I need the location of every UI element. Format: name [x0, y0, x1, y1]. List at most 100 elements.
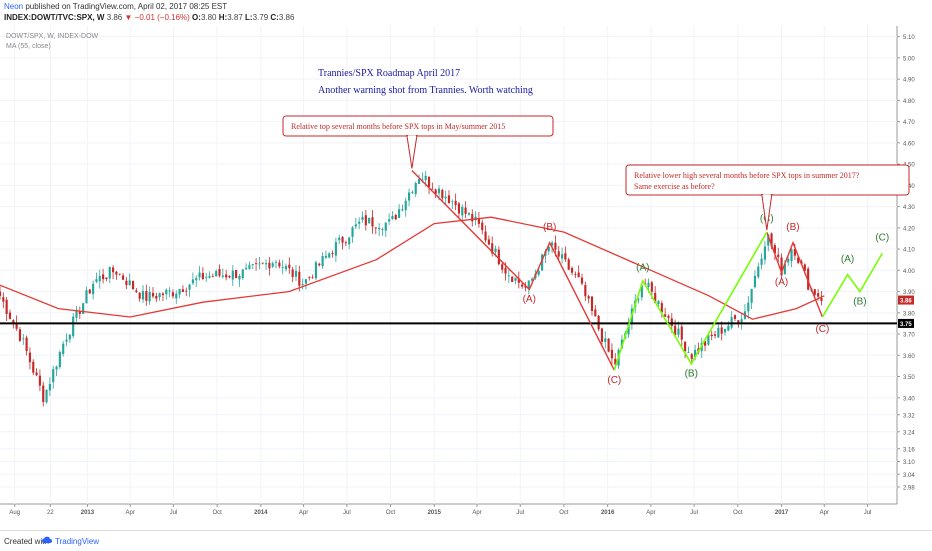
- candle-body: [521, 284, 524, 287]
- candle-body: [138, 292, 141, 299]
- x-tick-label: 2013: [81, 510, 95, 516]
- y-tick-label: 4.00: [903, 269, 915, 275]
- x-tick-label: Oct: [733, 510, 743, 516]
- candle-body: [391, 215, 394, 220]
- price-change: −0.01 (−0.16%): [134, 13, 190, 22]
- candle-body: [341, 237, 344, 243]
- candle-body: [381, 229, 384, 230]
- candle-body: [803, 264, 806, 271]
- candle-body: [364, 215, 367, 226]
- candle-body: [524, 286, 527, 288]
- close-label: C:: [270, 13, 279, 22]
- candle-body: [38, 375, 41, 386]
- candle-body: [730, 317, 733, 328]
- candle-body: [411, 192, 414, 194]
- y-tick-label: 4.30: [903, 205, 915, 211]
- candle-body: [627, 324, 630, 335]
- wave-label: (B): [543, 222, 556, 233]
- candle-body: [2, 297, 5, 302]
- candle-body: [175, 293, 178, 299]
- candle-body: [607, 338, 610, 352]
- footer: Created with TradingView: [0, 530, 932, 551]
- tradingview-brand[interactable]: TradingView: [55, 537, 100, 546]
- candle-body: [464, 207, 467, 214]
- candle-body: [787, 258, 790, 263]
- candle-body: [231, 270, 234, 280]
- candle-body: [590, 296, 594, 311]
- candle-body: [298, 271, 301, 286]
- candle-body: [45, 389, 48, 403]
- chart-area[interactable]: 5.105.004.904.804.704.604.504.404.304.20…: [0, 26, 932, 530]
- candle-body: [584, 285, 587, 297]
- candle-body: [351, 227, 354, 237]
- legend-ma: MA (55, close): [6, 43, 51, 50]
- candle-body: [434, 189, 437, 194]
- callout-text: Relative top several months before SPX t…: [291, 122, 505, 131]
- candle-body: [600, 328, 604, 342]
- candle-body: [258, 263, 261, 265]
- x-tick-label: Aug: [9, 510, 20, 516]
- x-tick-label: Apr: [820, 510, 829, 516]
- x-tick-label: Jul: [690, 510, 698, 516]
- candle-body: [235, 269, 238, 279]
- candle-body: [141, 291, 145, 300]
- x-tick-label: 2016: [601, 510, 615, 516]
- candle-body: [517, 278, 520, 283]
- candle-body: [278, 262, 281, 267]
- candle-body: [318, 263, 321, 266]
- x-tick-label: Oct: [559, 510, 569, 516]
- x-tick-label: Apr: [472, 510, 481, 516]
- candle-body: [813, 289, 816, 295]
- y-tick-label: 4.90: [903, 78, 915, 84]
- open-value: 3.80: [200, 13, 217, 22]
- candle-body: [414, 182, 417, 194]
- x-tick-label: Apr: [126, 510, 135, 516]
- candle-body: [201, 273, 204, 279]
- candle-body: [195, 278, 198, 281]
- low-label: L:: [245, 13, 253, 22]
- candle-body: [178, 289, 181, 295]
- candle-body: [690, 354, 693, 359]
- author-link[interactable]: Neon: [4, 2, 24, 11]
- candle-body: [647, 282, 650, 287]
- candle-body: [8, 312, 12, 319]
- candle-body: [191, 279, 194, 284]
- candle-body: [780, 257, 783, 276]
- candle-body: [491, 243, 494, 254]
- wave-label: (C): [815, 324, 829, 335]
- callout-box: [282, 115, 554, 137]
- y-tick-label: 3.80: [903, 311, 915, 317]
- candle-body: [361, 216, 364, 220]
- candle-body: [817, 293, 820, 297]
- candle-body: [328, 253, 331, 258]
- y-tick-label: 5.10: [903, 35, 915, 41]
- candle-body: [547, 246, 550, 252]
- candle-body: [727, 325, 730, 331]
- candle-body: [255, 263, 258, 265]
- candle-body: [461, 206, 464, 216]
- y-tick-label: 3.40: [903, 396, 915, 402]
- candle-body: [793, 249, 796, 256]
- candle-body: [654, 292, 657, 303]
- candle-body: [504, 267, 507, 274]
- wave-label: (C): [607, 375, 621, 386]
- publish-info: Neon published on TradingView.com, April…: [4, 2, 227, 12]
- candle-body: [394, 215, 397, 220]
- x-tick-label: Oct: [212, 510, 222, 516]
- candle-body: [261, 262, 264, 264]
- low-value: 3.79: [252, 13, 269, 22]
- candle-body: [427, 177, 431, 187]
- x-tick-label: 2015: [428, 510, 442, 516]
- candle-body: [188, 284, 191, 290]
- ma-line: [0, 216, 825, 320]
- candle-body: [284, 266, 288, 270]
- candle-body: [225, 274, 228, 278]
- candle-body: [88, 289, 91, 294]
- x-tick-label: 2017: [775, 510, 789, 516]
- price-chart[interactable]: 5.105.004.904.804.704.604.504.404.304.20…: [0, 26, 932, 530]
- candle-body: [115, 271, 118, 275]
- callout-text: Relative lower high several months befor…: [634, 171, 860, 180]
- x-tick-label: Jul: [864, 510, 872, 516]
- y-tick-label: 3.10: [903, 460, 915, 466]
- candle-body: [763, 246, 767, 260]
